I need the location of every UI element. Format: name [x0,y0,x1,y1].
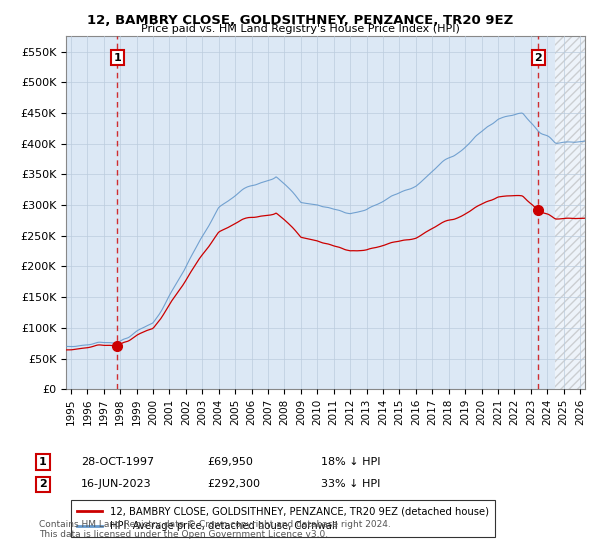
Text: 33% ↓ HPI: 33% ↓ HPI [321,479,380,489]
Bar [556,36,585,389]
Text: £69,950: £69,950 [207,457,253,467]
Text: £292,300: £292,300 [207,479,260,489]
Text: 1: 1 [39,457,47,467]
Text: 18% ↓ HPI: 18% ↓ HPI [321,457,380,467]
Text: 1: 1 [113,53,121,63]
Text: 16-JUN-2023: 16-JUN-2023 [81,479,152,489]
Text: 12, BAMBRY CLOSE, GOLDSITHNEY, PENZANCE, TR20 9EZ: 12, BAMBRY CLOSE, GOLDSITHNEY, PENZANCE,… [87,14,513,27]
Text: 28-OCT-1997: 28-OCT-1997 [81,457,154,467]
Text: Price paid vs. HM Land Registry's House Price Index (HPI): Price paid vs. HM Land Registry's House … [140,24,460,34]
Bar [556,36,585,389]
Legend: 12, BAMBRY CLOSE, GOLDSITHNEY, PENZANCE, TR20 9EZ (detached house), HPI: Average: 12, BAMBRY CLOSE, GOLDSITHNEY, PENZANCE,… [71,500,495,537]
Text: 2: 2 [535,53,542,63]
Text: Contains HM Land Registry data © Crown copyright and database right 2024.
This d: Contains HM Land Registry data © Crown c… [39,520,391,539]
Text: 2: 2 [39,479,47,489]
